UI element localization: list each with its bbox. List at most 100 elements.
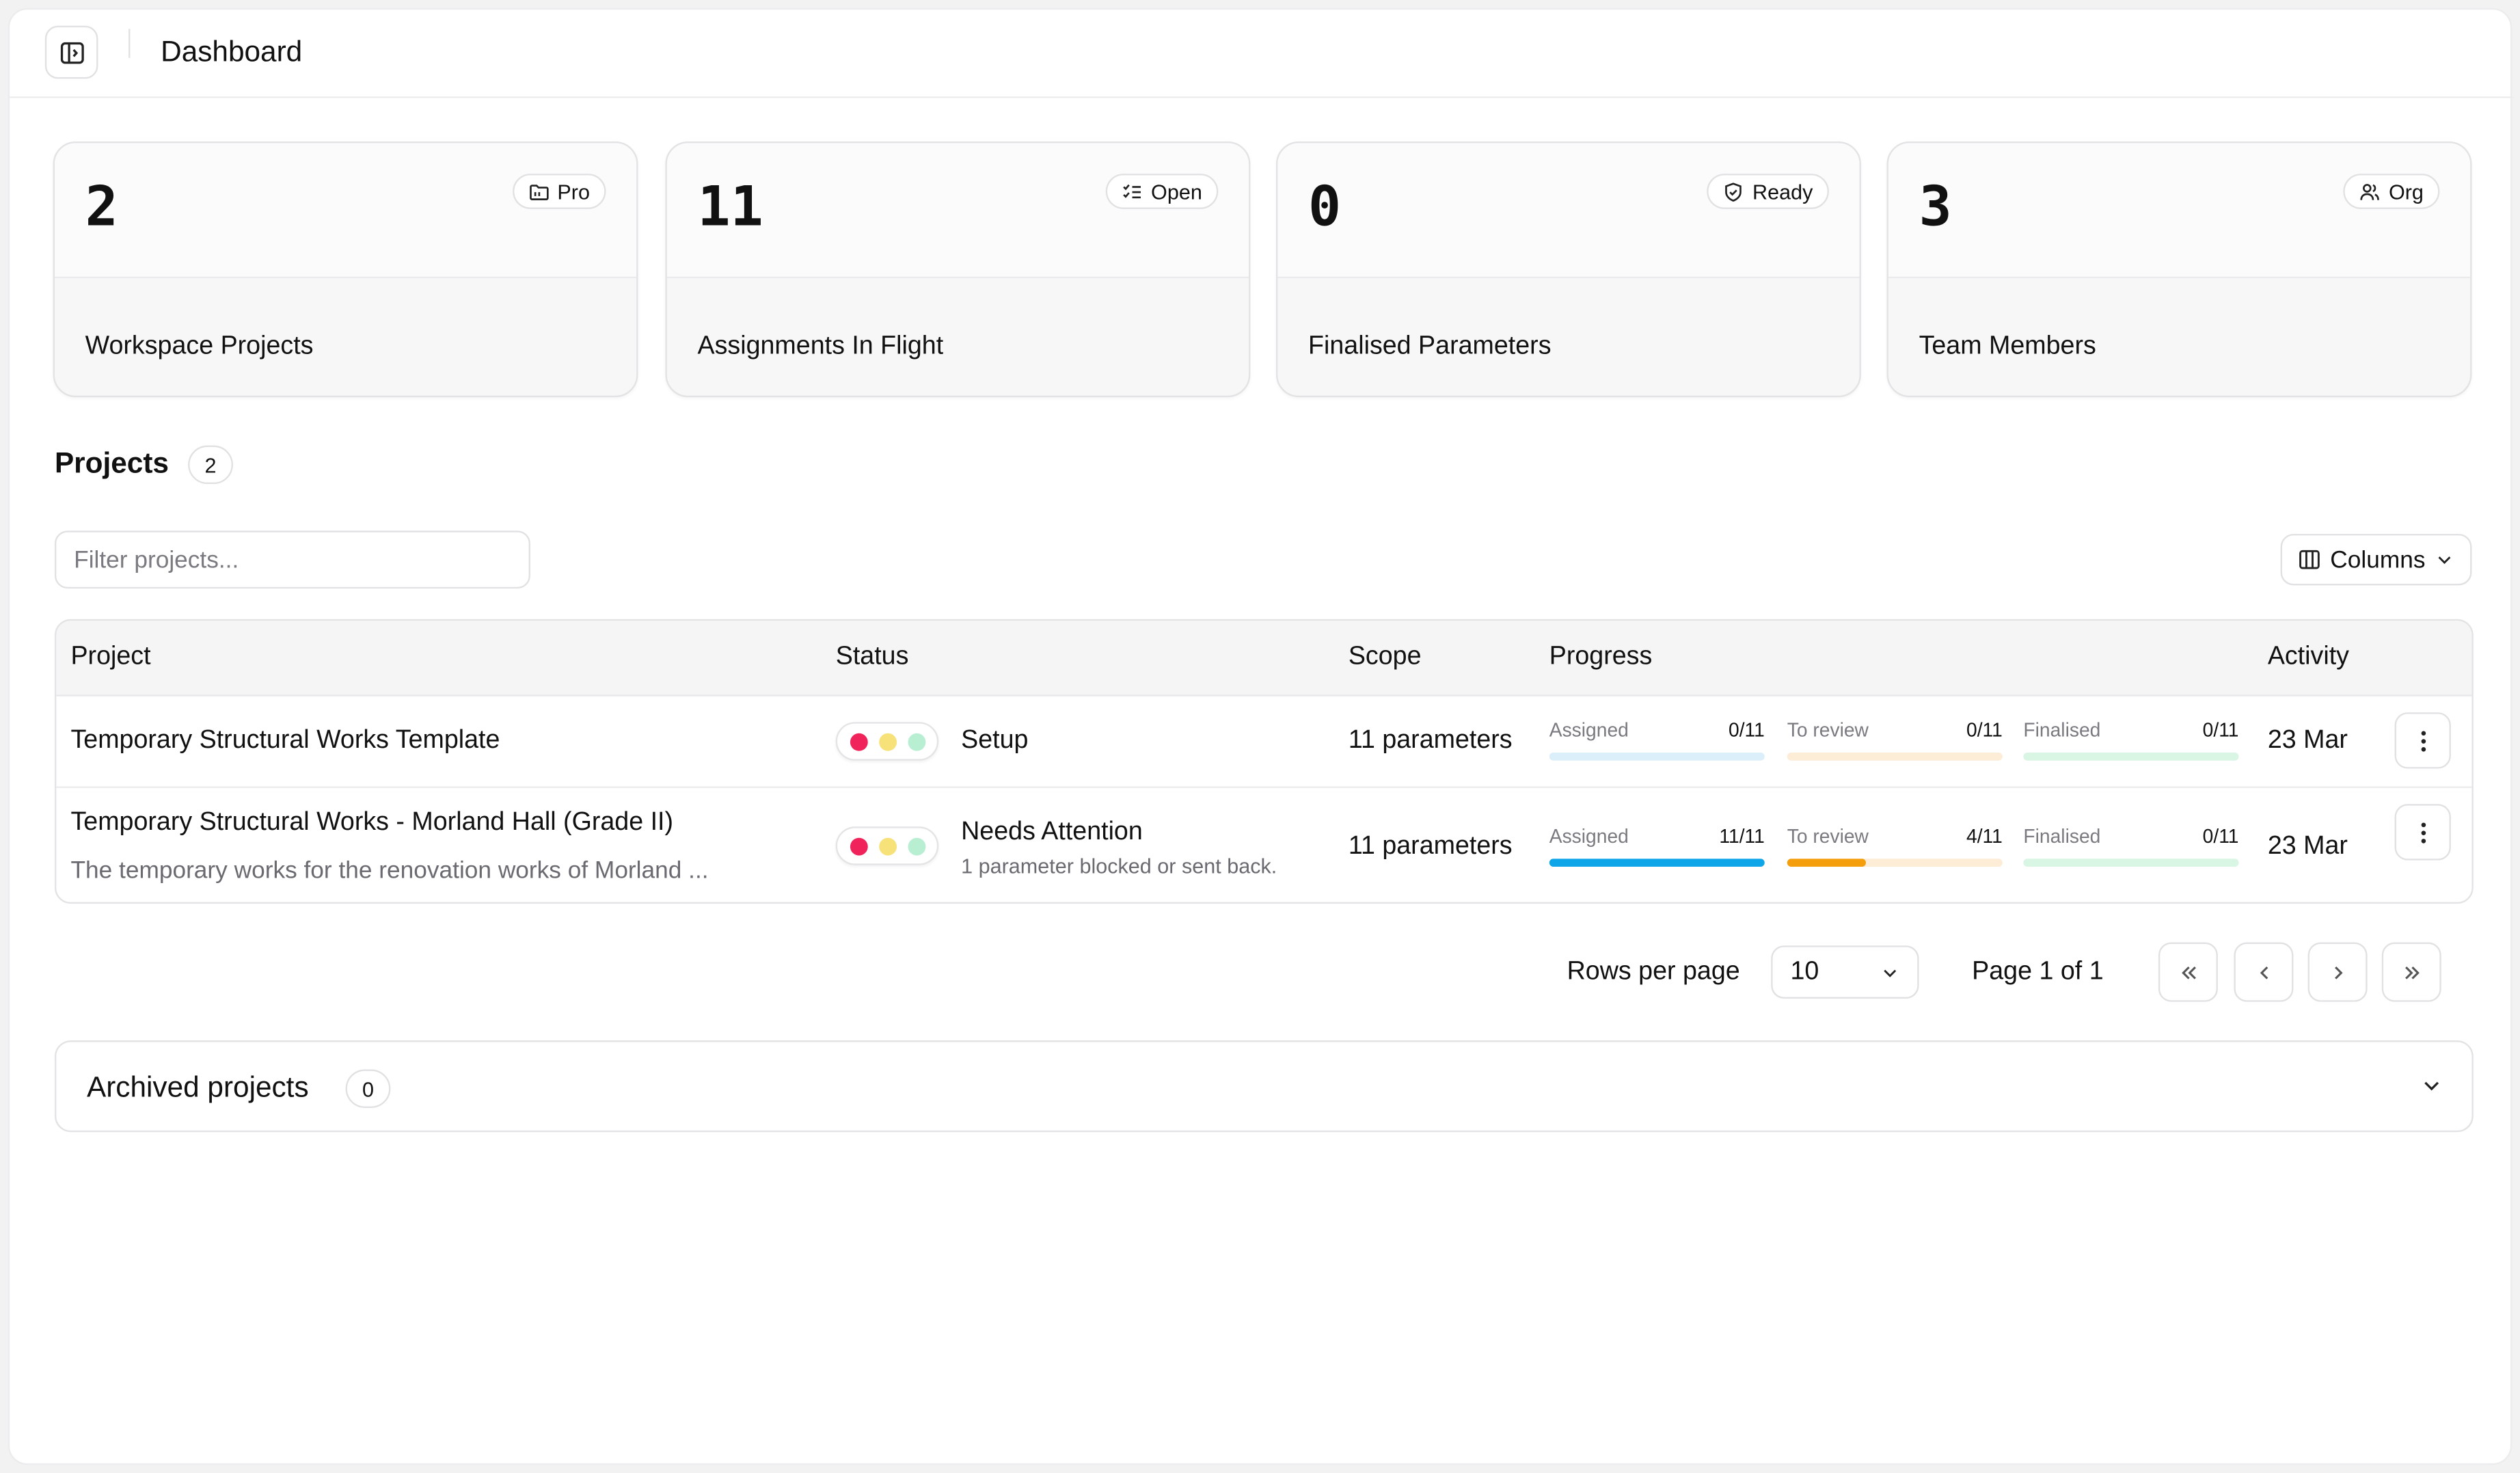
filter-projects-input[interactable]	[54, 530, 530, 589]
columns-icon	[2299, 550, 2320, 569]
archived-count-badge: 0	[345, 1069, 391, 1108]
archived-projects-title: Archived projects	[86, 1070, 309, 1103]
chevron-down-icon	[2424, 1081, 2439, 1091]
kpi-card-team-members: 3 Org Team Members	[1886, 141, 2472, 398]
kpi-badge: Ready	[1707, 174, 1829, 209]
table-header: Project Status Scope Progress Activity	[56, 621, 2472, 697]
activity-date: 23 Mar	[2267, 727, 2348, 755]
users-icon	[2361, 183, 2380, 200]
chevron-down-icon	[2438, 556, 2451, 565]
status-dot-green	[907, 732, 925, 751]
progress-count: 0/11	[1966, 718, 2003, 742]
previous-page-button[interactable]	[2234, 942, 2294, 1002]
progress-count: 4/11	[1966, 824, 2003, 848]
projects-table: Project Status Scope Progress Activity T…	[54, 619, 2474, 904]
kpi-label: Team Members	[1919, 332, 2096, 360]
kpi-badge: Open	[1106, 174, 1219, 209]
project-name[interactable]: Temporary Structural Works - Morland Hal…	[70, 809, 674, 837]
status-indicator	[835, 722, 939, 761]
column-header-activity[interactable]: Activity	[2267, 643, 2349, 671]
activity-date: 23 Mar	[2267, 833, 2348, 861]
kpi-value: 2	[85, 175, 118, 240]
status-detail: 1 parameter blocked or sent back.	[961, 854, 1277, 878]
row-actions-button[interactable]	[2394, 804, 2451, 861]
archived-projects-accordion[interactable]: Archived projects 0	[54, 1040, 2474, 1133]
kpi-value: 3	[1919, 175, 1952, 240]
status-dot-red	[849, 837, 867, 855]
progress-bar	[2023, 859, 2239, 867]
status-dot-yellow	[878, 732, 896, 751]
last-page-button[interactable]	[2381, 942, 2441, 1002]
project-description: The temporary works for the renovation w…	[70, 856, 709, 884]
page-title: Dashboard	[161, 35, 303, 68]
rows-per-page-value: 10	[1790, 957, 1819, 985]
progress-label: To review	[1787, 718, 1869, 742]
chevron-right-icon	[2333, 965, 2342, 979]
progress-count: 0/11	[1729, 718, 1765, 742]
rows-per-page-label: Rows per page	[1567, 958, 1740, 986]
progress-fill	[1549, 859, 1765, 867]
kpi-card-assignments: 11 Open Assignments In Flight	[665, 141, 1251, 398]
progress-count: 11/11	[1719, 824, 1765, 848]
kpi-label: Assignments In Flight	[697, 332, 944, 360]
top-bar: Dashboard	[10, 10, 2514, 98]
kpi-value: 0	[1308, 175, 1342, 240]
next-page-button[interactable]	[2307, 942, 2368, 1002]
progress-bar	[1787, 859, 2003, 867]
more-vertical-icon	[2420, 822, 2426, 843]
progress-label: Finalised	[2023, 824, 2101, 848]
page-info: Page 1 of 1	[1972, 958, 2104, 986]
table-row[interactable]: Temporary Structural Works Template Setu…	[56, 697, 2472, 788]
status-label: Needs Attention	[961, 818, 1143, 846]
sidebar-toggle-icon	[59, 41, 83, 64]
column-header-project[interactable]: Project	[70, 643, 151, 671]
row-actions-button[interactable]	[2394, 712, 2451, 769]
status-label: Setup	[961, 727, 1029, 755]
first-page-button[interactable]	[2158, 942, 2218, 1002]
progress-bar	[1787, 753, 2003, 761]
column-header-scope[interactable]: Scope	[1348, 643, 1422, 671]
divider	[128, 29, 131, 58]
kpi-badge: Pro	[512, 174, 606, 209]
rows-per-page-select[interactable]: 10	[1771, 945, 1919, 999]
kpi-badge-label: Org	[2388, 179, 2424, 204]
kpi-badge-label: Ready	[1752, 179, 1813, 204]
chevrons-left-icon	[2181, 965, 2195, 979]
kpi-label: Finalised Parameters	[1308, 332, 1552, 360]
chevron-left-icon	[2259, 965, 2268, 979]
list-check-icon	[1123, 183, 1141, 198]
progress-fill	[1787, 859, 1866, 867]
column-header-status[interactable]: Status	[835, 643, 909, 671]
columns-button[interactable]: Columns	[2280, 534, 2472, 586]
progress-label: Finalised	[2023, 718, 2101, 742]
kpi-card-workspace-projects: 2 Pro Workspace Projects	[53, 141, 638, 398]
sidebar-toggle-button[interactable]	[44, 25, 98, 79]
progress-count: 0/11	[2202, 824, 2239, 848]
scope-value: 11 parameters	[1348, 727, 1513, 755]
progress-bar	[1549, 859, 1765, 867]
status-indicator	[835, 826, 939, 865]
kpi-label: Workspace Projects	[85, 332, 314, 360]
shield-check-icon	[1726, 182, 1742, 201]
projects-count-badge: 2	[188, 445, 233, 485]
kpi-card-finalised-parameters: 0 Ready Finalised Parameters	[1276, 141, 1861, 398]
projects-title: Projects	[54, 447, 170, 480]
progress-label: To review	[1787, 824, 1869, 848]
kpi-badge-label: Open	[1151, 179, 1202, 204]
progress-label: Assigned	[1549, 718, 1629, 742]
progress-count: 0/11	[2202, 718, 2239, 742]
table-row[interactable]: Temporary Structural Works - Morland Hal…	[56, 788, 2471, 902]
progress-bar	[1549, 753, 1765, 761]
column-header-progress[interactable]: Progress	[1549, 643, 1653, 671]
kpi-badge: Org	[2344, 174, 2440, 209]
status-dot-yellow	[878, 837, 896, 855]
app-frame: Dashboard 2 Pro Workspace Projects 11 Op…	[8, 8, 2514, 1465]
chevrons-right-icon	[2404, 965, 2419, 979]
more-vertical-icon	[2420, 730, 2426, 751]
status-dot-red	[849, 732, 867, 751]
status-dot-green	[907, 837, 925, 855]
project-name[interactable]: Temporary Structural Works Template	[70, 727, 500, 755]
progress-bar	[2023, 753, 2239, 761]
folder-icon	[529, 184, 549, 200]
kpi-value: 11	[697, 175, 763, 240]
